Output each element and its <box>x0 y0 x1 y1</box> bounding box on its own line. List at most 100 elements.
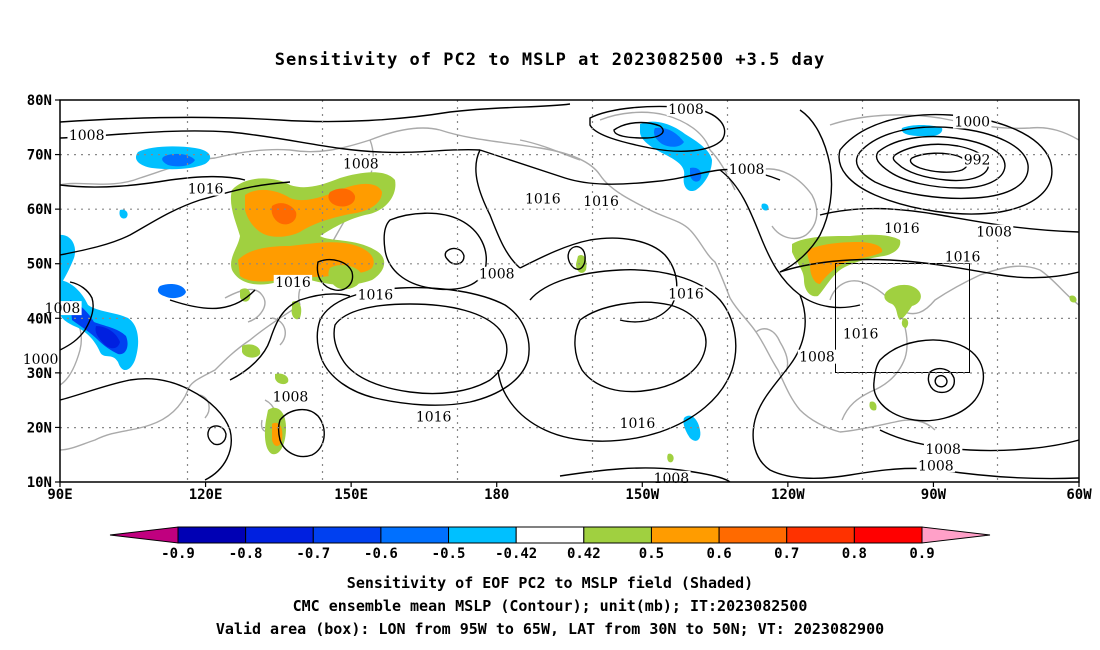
colorbar-low-end <box>109 526 179 544</box>
contour-label-bg <box>341 156 381 171</box>
contour-label: 1000 <box>954 114 990 130</box>
contour-label-bg <box>797 349 837 364</box>
mslp-contours <box>60 103 1079 482</box>
lon-tick-label: 150E <box>334 487 368 503</box>
lat-tick-label: 50N <box>27 257 52 273</box>
contour-label: 1016 <box>668 286 704 302</box>
contour-label: 1008 <box>925 442 961 458</box>
contour-label: 1008 <box>654 471 690 487</box>
contour-label: 1008 <box>799 350 835 366</box>
lat-tick-label: 40N <box>27 311 52 327</box>
contour-label-bg <box>186 181 225 196</box>
colorbar-swatch <box>718 526 788 544</box>
colorbar-swatch <box>177 526 247 544</box>
lon-tick-label: 90E <box>47 487 72 503</box>
lon-tick-label: 120E <box>189 487 223 503</box>
contour-label-bg <box>923 441 963 456</box>
contour-label-bg <box>953 114 992 129</box>
contour-label-bg <box>962 152 992 167</box>
colorbar-high-end <box>921 526 991 544</box>
contour-label: 1016 <box>358 287 394 303</box>
lat-tick-label: 80N <box>27 93 52 109</box>
contour-label-bg <box>666 101 706 116</box>
colorbar-label: -0.8 <box>229 546 263 562</box>
colorbar-label: -0.7 <box>296 546 330 562</box>
grid-lines <box>60 100 1079 482</box>
colorbar-swatch <box>786 526 855 544</box>
contour-label-bg <box>67 128 106 143</box>
contour-label-bg <box>477 266 516 281</box>
contour-label-bg <box>414 409 453 424</box>
contour-label-bg <box>43 301 82 316</box>
longitude-axis: 90E 120E 150E 180 150W 120W 90W 60W <box>47 482 1092 503</box>
colorbar-label: 0.8 <box>842 546 867 562</box>
colorbar-label: 0.6 <box>706 546 731 562</box>
contour-label: 1016 <box>525 191 561 207</box>
contour-label: 1008 <box>45 301 81 317</box>
contour-label: 1016 <box>188 182 224 198</box>
contour-label: 1008 <box>976 225 1012 241</box>
lat-tick-label: 30N <box>27 366 52 382</box>
contour-label: 1008 <box>479 267 515 283</box>
contour-label: 1000 <box>23 352 59 368</box>
contour-label-bg <box>273 274 313 289</box>
caption-line-3: Valid area (box): LON from 95W to 65W, L… <box>215 620 885 638</box>
colorbar-swatch <box>583 526 652 544</box>
latitude-axis: 80N 70N 60N 50N 40N 30N 20N 10N <box>27 93 60 491</box>
colorbar-label: -0.9 <box>161 546 195 562</box>
contour-label-bg <box>943 249 982 264</box>
lon-tick-label: 180 <box>484 487 509 503</box>
colorbar-swatch <box>448 526 517 544</box>
contour-label-bg <box>916 458 956 473</box>
colorbar-swatch <box>650 526 720 544</box>
lat-tick-label: 70N <box>27 148 52 164</box>
lat-tick-label: 20N <box>27 420 52 436</box>
colorbar-swatch <box>515 526 585 544</box>
colorbar-label: -0.5 <box>432 546 466 562</box>
contour-label-bg <box>271 389 310 404</box>
contour-label: 1008 <box>343 156 379 172</box>
contour-label: 1016 <box>945 249 981 265</box>
contour-label: 1008 <box>729 162 765 178</box>
colorbar: -0.9 -0.8 -0.7 -0.6 -0.5 -0.42 0.42 0.5 0.6 0.7 0.… <box>109 526 991 562</box>
caption-line-1: Sensitivity of EOF PC2 to MSLP field (Sh… <box>346 574 754 592</box>
colorbar-label: 0.9 <box>909 546 934 562</box>
contour-label: 1016 <box>583 194 619 210</box>
contour-label: 1008 <box>69 128 105 144</box>
contour-label-bg <box>523 191 563 206</box>
contour-label: 1016 <box>620 416 656 432</box>
contour-label: 1016 <box>884 221 920 237</box>
shaded-sensitivity <box>60 121 1077 463</box>
colorbar-label: -0.6 <box>364 546 398 562</box>
colorbar-swatch <box>312 526 382 544</box>
lon-tick-label: 150W <box>625 487 659 503</box>
colorbar-swatch <box>380 526 450 544</box>
lat-tick-label: 60N <box>27 202 52 218</box>
contour-label: 1008 <box>668 102 704 118</box>
contour-label-bg <box>882 220 922 235</box>
valid-area-box <box>835 263 970 373</box>
colorbar-label: 0.7 <box>774 546 799 562</box>
colorbar-label: 0.5 <box>639 546 664 562</box>
contour-label: 992 <box>964 153 991 169</box>
caption-line-2: CMC ensemble mean MSLP (Contour); unit(m… <box>292 597 808 615</box>
contour-label-bg <box>356 287 395 302</box>
colorbar-swatch <box>853 526 923 544</box>
contour-label-bg <box>581 194 621 209</box>
lat-tick-label: 10N <box>27 475 52 491</box>
contour-label-bg <box>618 416 657 431</box>
contour-label-bg <box>21 351 60 366</box>
contour-label-bg <box>841 326 880 341</box>
contour-label: 1016 <box>275 275 311 291</box>
contour-label: 1008 <box>273 390 309 406</box>
colorbar-swatch <box>245 526 314 544</box>
colorbar-label: 0.42 <box>567 546 601 562</box>
lon-tick-label: 120W <box>771 487 805 503</box>
lon-tick-label: 90W <box>921 487 947 503</box>
map-title: Sensitivity of PC2 to MSLP at 2023082500… <box>274 50 826 70</box>
contour-label: 1008 <box>918 458 954 474</box>
plot-frame <box>59 99 1080 483</box>
lon-tick-label: 60W <box>1066 487 1092 503</box>
